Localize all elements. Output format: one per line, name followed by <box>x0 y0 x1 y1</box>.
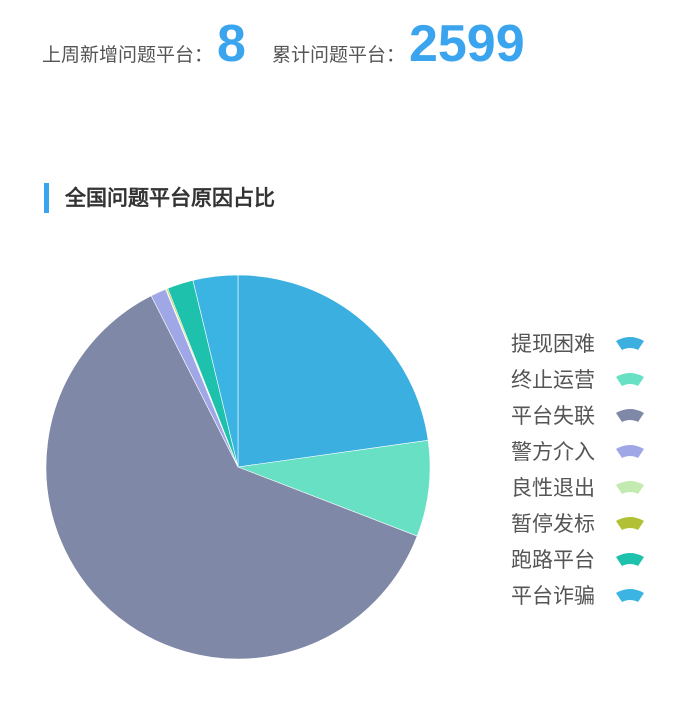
legend-swatch-icon <box>616 373 644 386</box>
legend-label: 跑路平台 <box>511 548 595 572</box>
legend-swatch-icon <box>616 481 644 494</box>
legend-swatch-icon <box>616 409 644 422</box>
legend-item[interactable]: 终止运营 <box>511 361 645 397</box>
legend: 提现困难终止运营平台失联警方介入良性退出暂停发标跑路平台平台诈骗 <box>511 325 645 613</box>
legend-label: 提现困难 <box>511 332 595 356</box>
total-value: 2599 <box>408 15 525 73</box>
legend-swatch-icon <box>616 337 644 350</box>
legend-item[interactable]: 暂停发标 <box>511 505 645 541</box>
legend-swatch-icon <box>616 553 644 566</box>
legend-label: 平台诈骗 <box>511 584 595 608</box>
legend-item[interactable]: 平台失联 <box>511 397 645 433</box>
legend-label: 终止运营 <box>511 368 595 392</box>
legend-label: 暂停发标 <box>511 512 595 536</box>
legend-item[interactable]: 良性退出 <box>511 469 645 505</box>
stats-bar: 上周新增问题平台： 8 累计问题平台： 2599 <box>42 14 551 74</box>
legend-label: 警方介入 <box>511 440 595 464</box>
legend-swatch-icon <box>616 445 644 458</box>
legend-item[interactable]: 警方介入 <box>511 433 645 469</box>
weekly-value: 8 <box>217 15 246 73</box>
legend-swatch-icon <box>616 517 644 530</box>
legend-item[interactable]: 平台诈骗 <box>511 577 645 613</box>
weekly-label: 上周新增问题平台： <box>42 44 214 66</box>
pie-slice-7[interactable] <box>192 274 239 468</box>
legend-item[interactable]: 跑路平台 <box>511 541 645 577</box>
legend-label: 平台失联 <box>511 404 595 428</box>
legend-item[interactable]: 提现困难 <box>511 325 645 361</box>
legend-swatch-icon <box>616 589 644 602</box>
pie-slice-1[interactable] <box>236 439 431 537</box>
section-title: 全国问题平台原因占比 <box>44 183 275 213</box>
legend-label: 良性退出 <box>511 476 595 500</box>
pie-slice-2[interactable] <box>45 295 418 660</box>
pie-slice-0[interactable] <box>237 274 429 468</box>
total-label: 累计问题平台： <box>271 44 405 66</box>
